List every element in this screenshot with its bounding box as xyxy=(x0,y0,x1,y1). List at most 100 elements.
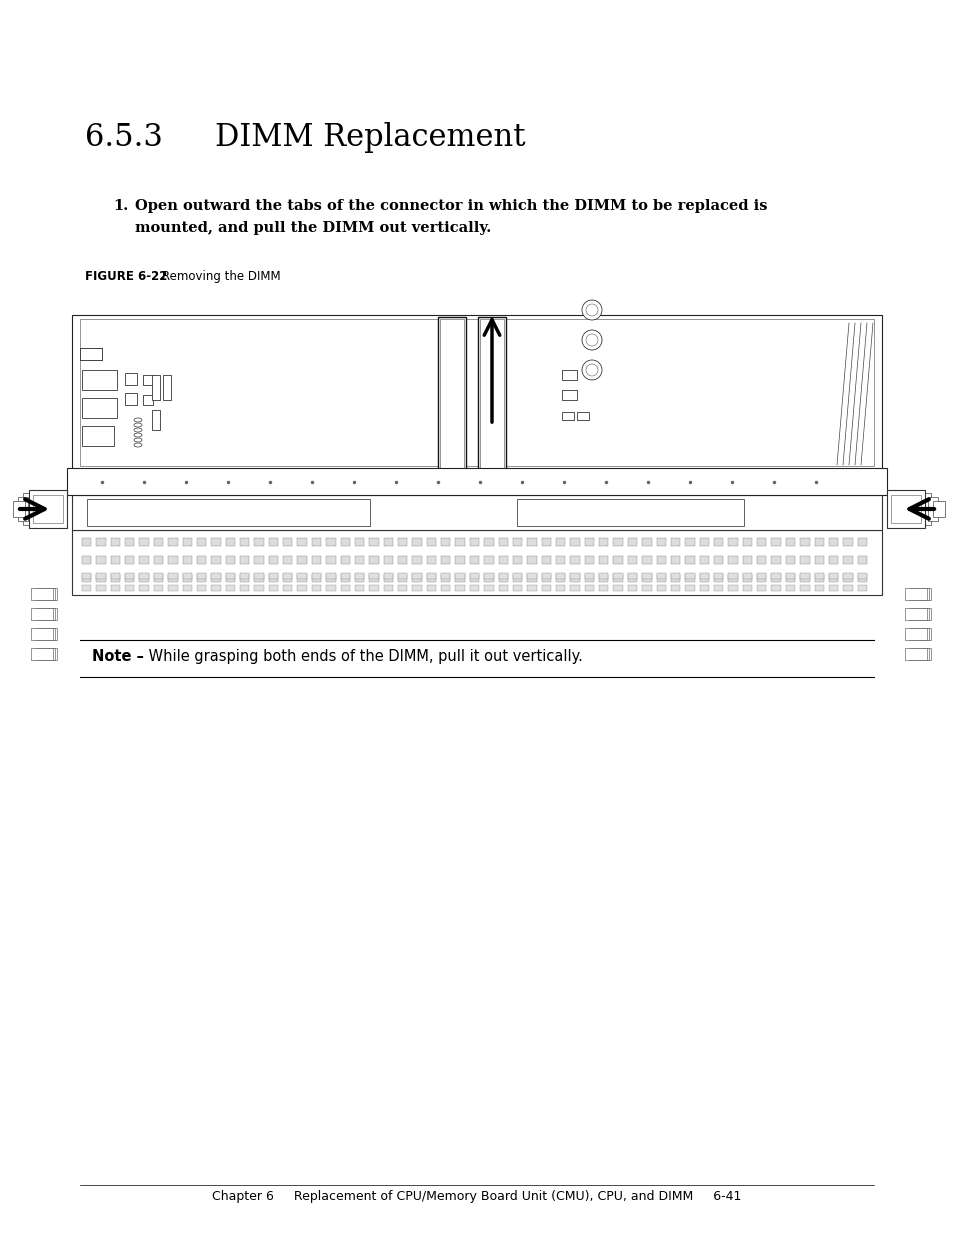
Bar xyxy=(326,585,335,592)
Bar xyxy=(254,574,263,582)
Text: Chapter 6     Replacement of CPU/Memory Board Unit (CMU), CPU, and DIMM     6-41: Chapter 6 Replacement of CPU/Memory Boar… xyxy=(213,1191,740,1203)
Bar xyxy=(455,573,464,579)
Bar xyxy=(168,556,177,564)
Bar xyxy=(584,573,594,579)
Bar xyxy=(484,585,493,592)
Bar xyxy=(627,585,637,592)
Bar xyxy=(297,573,307,579)
Bar xyxy=(312,573,321,579)
Bar xyxy=(479,319,503,468)
Bar xyxy=(297,538,307,546)
Bar xyxy=(67,468,886,495)
Bar xyxy=(226,556,234,564)
Bar xyxy=(355,574,364,582)
Bar xyxy=(397,538,407,546)
Bar xyxy=(254,573,263,579)
Bar xyxy=(383,556,393,564)
Bar xyxy=(355,573,364,579)
Bar xyxy=(814,573,823,579)
Bar xyxy=(800,574,809,582)
Bar xyxy=(908,648,928,659)
Bar xyxy=(87,499,370,526)
Bar xyxy=(541,556,551,564)
Bar xyxy=(912,629,930,640)
Bar xyxy=(182,574,192,582)
Bar xyxy=(517,499,743,526)
Bar xyxy=(577,412,588,420)
Text: Open outward the tabs of the connector in which the DIMM to be replaced is: Open outward the tabs of the connector i… xyxy=(135,199,767,212)
Bar xyxy=(240,573,249,579)
Bar xyxy=(527,556,536,564)
Bar xyxy=(139,538,149,546)
Bar xyxy=(152,410,160,430)
Bar xyxy=(168,585,177,592)
Bar xyxy=(477,317,505,471)
Bar xyxy=(196,585,206,592)
Bar xyxy=(125,573,134,579)
Bar xyxy=(584,585,594,592)
Bar xyxy=(828,585,838,592)
Bar xyxy=(211,538,220,546)
Bar xyxy=(469,574,478,582)
Bar xyxy=(82,585,91,592)
Bar xyxy=(269,556,277,564)
Bar xyxy=(71,530,882,595)
Bar xyxy=(713,556,722,564)
Bar xyxy=(828,538,838,546)
Bar xyxy=(397,585,407,592)
Bar xyxy=(326,574,335,582)
Bar xyxy=(226,573,234,579)
Bar xyxy=(283,585,293,592)
Bar xyxy=(111,585,120,592)
Bar xyxy=(96,573,106,579)
Bar xyxy=(125,373,137,385)
Bar xyxy=(326,538,335,546)
Bar xyxy=(699,538,708,546)
Bar xyxy=(800,556,809,564)
Bar xyxy=(541,585,551,592)
Bar xyxy=(355,538,364,546)
Bar xyxy=(785,573,794,579)
Bar xyxy=(412,574,421,582)
Bar xyxy=(182,556,192,564)
Bar xyxy=(139,556,149,564)
Bar xyxy=(153,573,163,579)
Bar xyxy=(670,573,679,579)
Bar xyxy=(656,538,665,546)
Bar xyxy=(584,538,594,546)
Bar xyxy=(556,556,565,564)
Bar xyxy=(857,556,866,564)
Bar xyxy=(513,585,521,592)
Bar xyxy=(82,574,91,582)
Bar xyxy=(426,585,436,592)
Bar xyxy=(39,648,57,659)
Bar xyxy=(80,319,873,466)
Bar xyxy=(82,398,117,417)
Bar xyxy=(800,573,809,579)
Bar xyxy=(684,538,694,546)
Bar xyxy=(570,585,579,592)
Bar xyxy=(469,556,478,564)
Bar xyxy=(541,573,551,579)
Text: FIGURE 6-22: FIGURE 6-22 xyxy=(85,270,167,283)
Text: 1.: 1. xyxy=(112,199,128,212)
Bar xyxy=(269,574,277,582)
Bar xyxy=(641,556,651,564)
Bar xyxy=(369,574,378,582)
Bar xyxy=(785,538,794,546)
Bar xyxy=(23,493,30,525)
Bar xyxy=(340,556,350,564)
Bar xyxy=(312,556,321,564)
Bar xyxy=(828,574,838,582)
Circle shape xyxy=(585,364,598,375)
Bar xyxy=(828,573,838,579)
Bar xyxy=(656,574,665,582)
Bar xyxy=(71,315,882,471)
Bar xyxy=(904,608,926,620)
Bar xyxy=(627,538,637,546)
Bar xyxy=(340,585,350,592)
Bar xyxy=(484,573,493,579)
Bar xyxy=(82,573,91,579)
Bar xyxy=(498,538,507,546)
Bar xyxy=(857,574,866,582)
